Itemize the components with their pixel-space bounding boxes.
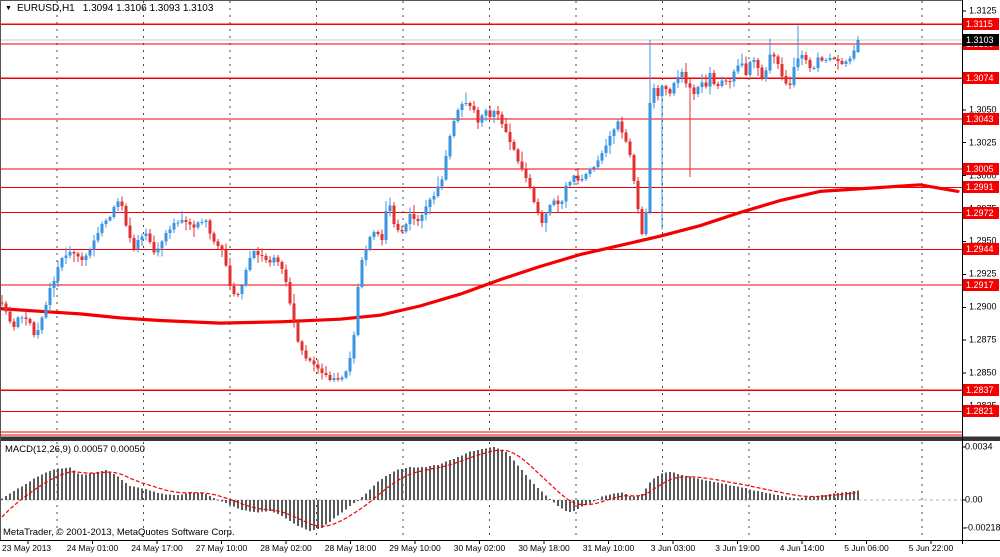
- hline-price-tag: 1.2917: [963, 278, 999, 291]
- hline-price-tag: 1.3005: [963, 163, 999, 176]
- time-label: 24 May 01:00: [66, 543, 119, 553]
- symbol-timeframe-label: EURUSD,H1: [16, 3, 75, 14]
- time-label: 30 May 18:00: [518, 543, 570, 553]
- time-label: 28 May 18:00: [324, 543, 377, 553]
- hline-price-tag: 1.3074: [963, 72, 999, 85]
- time-label: 5 Jun 22:00: [908, 543, 954, 553]
- time-label: 5 Jun 06:00: [844, 543, 889, 553]
- macd-min-label: -0.00218: [965, 522, 1000, 533]
- ohlc-values: 1.3094 1.3106 1.3093 1.3103: [82, 3, 214, 14]
- time-label: 27 May 10:00: [195, 543, 248, 553]
- price-tick-label: 1.2925: [969, 268, 997, 279]
- time-label: 3 Jun 03:00: [650, 543, 696, 553]
- price-tick-label: 1.3000: [969, 170, 997, 181]
- price-tick-label: 1.2850: [969, 367, 997, 378]
- time-label: 4 Jun 14:00: [779, 543, 825, 553]
- macd-max-label: 0.0034: [965, 441, 993, 452]
- time-label: 23 May 2013: [2, 543, 52, 553]
- price-tick-label: 1.3050: [969, 104, 997, 115]
- hline-price-tag: 1.3115: [963, 18, 999, 31]
- macd-zero-label: 0.00: [965, 494, 983, 505]
- price-tick-label: 1.2950: [969, 235, 997, 246]
- time-label: 3 Jun 19:00: [715, 543, 760, 553]
- price-tick-label: 1.2900: [969, 301, 997, 312]
- chart-title: ▼ EURUSD,H1 1.3094 1.3106 1.3093 1.3103: [5, 3, 213, 14]
- price-tick-label: 1.3025: [969, 137, 997, 148]
- current-price-tag: 1.3103: [963, 33, 999, 46]
- time-label: 30 May 02:00: [453, 543, 506, 553]
- hline-price-tag: 1.2837: [963, 384, 999, 397]
- price-tick-label: 1.2875: [969, 334, 997, 345]
- hline-price-tag: 1.2821: [963, 405, 999, 418]
- hline-price-tag: 1.2972: [963, 206, 999, 219]
- time-label: 31 May 10:00: [582, 543, 635, 553]
- time-label: 24 May 17:00: [131, 543, 183, 553]
- hline-price-tag: 1.3043: [963, 112, 999, 125]
- indicator-label: MACD(12,26,9) 0.00057 0.00050: [5, 444, 145, 455]
- price-tick-label: 1.3125: [969, 5, 997, 16]
- symbol-dropdown-icon[interactable]: ▼: [5, 5, 12, 12]
- copyright-text: MetaTrader, © 2001-2013, MetaQuotes Soft…: [3, 527, 235, 538]
- time-label: 28 May 02:00: [260, 543, 312, 553]
- hline-price-tag: 1.2944: [963, 243, 999, 256]
- time-label: 29 May 10:00: [389, 543, 441, 553]
- hline-price-tag: 1.2991: [963, 181, 999, 194]
